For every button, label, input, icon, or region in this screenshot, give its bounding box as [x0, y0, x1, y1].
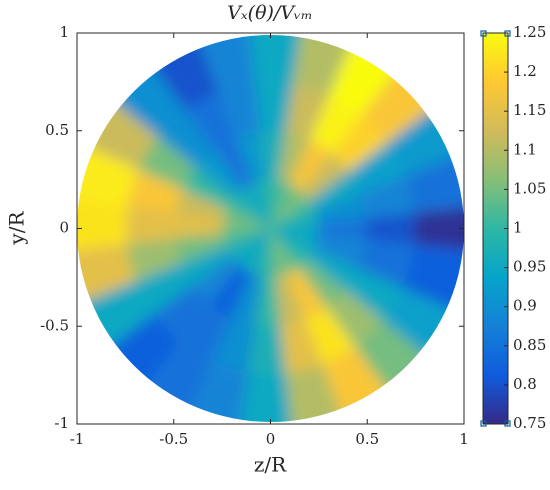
colorbar-tick-label: 0.85 — [513, 336, 546, 354]
colorbar-tick-label: 1.1 — [513, 140, 537, 158]
y-tick-label: 1 — [59, 23, 69, 41]
y-tick-label: 0.5 — [45, 121, 69, 139]
colorbar-tick-label: 1.15 — [513, 101, 546, 119]
field-cell — [238, 35, 303, 85]
x-tick-label: -0.5 — [159, 430, 188, 448]
colorbar-tick-label: 0.9 — [513, 297, 537, 315]
x-tick-label: 0 — [266, 430, 276, 448]
colorbar — [482, 32, 509, 425]
y-tick-label: -0.5 — [40, 316, 69, 334]
colorbar-tick-label: 0.75 — [513, 414, 546, 432]
colorbar-tick-label: 1.05 — [513, 179, 546, 197]
x-tick-label: 0.5 — [355, 430, 379, 448]
colorbar-tick-label: 0.95 — [513, 258, 546, 276]
field-cell — [238, 372, 303, 422]
chart-title: Vₓ(θ)/Vᵥₘ — [227, 2, 313, 24]
colorbar-tick-label: 1 — [513, 219, 523, 237]
colorbar-tick-label: 1.2 — [513, 62, 537, 80]
colorbar-tick-label: 1.25 — [513, 23, 546, 41]
x-axis-label: z/R — [254, 453, 287, 477]
y-tick-label: -1 — [54, 414, 69, 432]
field — [77, 35, 464, 422]
x-tick-label: -1 — [70, 430, 85, 448]
field-cell — [413, 196, 464, 261]
colorbar-tick-label: 0.8 — [513, 375, 537, 393]
y-tick-label: 0 — [59, 219, 69, 237]
wedges — [77, 35, 464, 422]
y-axis-label: y/R — [5, 211, 29, 246]
field-cell — [77, 196, 128, 261]
x-tick-label: 1 — [459, 430, 469, 448]
